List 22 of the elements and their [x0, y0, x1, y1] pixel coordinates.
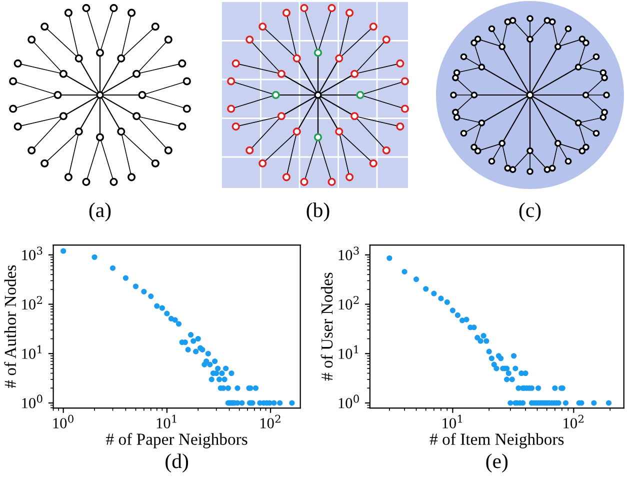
text: (c): [519, 202, 541, 222]
y-tick-label: 10$^{2}$: [338, 296, 359, 310]
x-tick-label: 10$^{2}$: [564, 414, 584, 428]
text: (d): [166, 454, 188, 472]
y-tick-label: 10$^{3}$: [338, 246, 359, 260]
x-tick-label: 10$^{1}$: [442, 414, 462, 428]
x-axis-title: # of Paper Neighbors: [106, 432, 248, 448]
text: (e): [486, 454, 508, 472]
y-axis-title: # of Author Nodes: [4, 265, 16, 388]
y-tick-label: 10$^{1}$: [338, 345, 358, 359]
x-axis-title: # of Item Neighbors: [430, 432, 564, 448]
text: (a): [89, 202, 111, 222]
x-tick-label: 10$^{1}$: [156, 414, 176, 428]
y-axis-title: # of User Nodes: [320, 272, 333, 381]
y-tick-label: 10$^{0}$: [22, 394, 42, 408]
y-tick-label: 10$^{1}$: [22, 345, 42, 359]
y-tick-label: 10$^{2}$: [22, 296, 42, 310]
x-tick-label: 10$^{0}$: [53, 414, 74, 428]
y-tick-label: 10$^{3}$: [22, 246, 42, 260]
text: (b): [306, 202, 330, 222]
y-tick-label: 10$^{0}$: [338, 394, 359, 408]
x-tick-label: 10$^{2}$: [260, 414, 280, 428]
